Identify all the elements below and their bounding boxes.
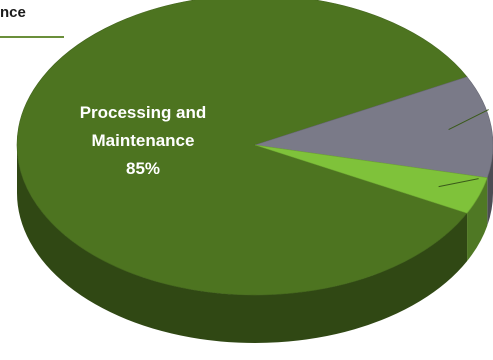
leader-line-1 [448,109,489,131]
slice-data-label-line-2: 85% [126,159,160,178]
pie-slice-side-0-0 [17,145,468,344]
title-underline [0,36,64,38]
pie-slice-1 [254,76,493,179]
chart-title-fragment: nce [0,4,26,21]
slice-data-label-line-0: Processing and [80,103,207,122]
pie-slice-side-1-0 [487,145,493,226]
pie-slice-0 [16,0,468,296]
leader-line-2 [438,178,479,188]
pie-slice-side-2-0 [467,177,488,262]
pie-slice-2 [254,144,488,214]
slice-data-label-line-1: Maintenance [92,131,195,150]
